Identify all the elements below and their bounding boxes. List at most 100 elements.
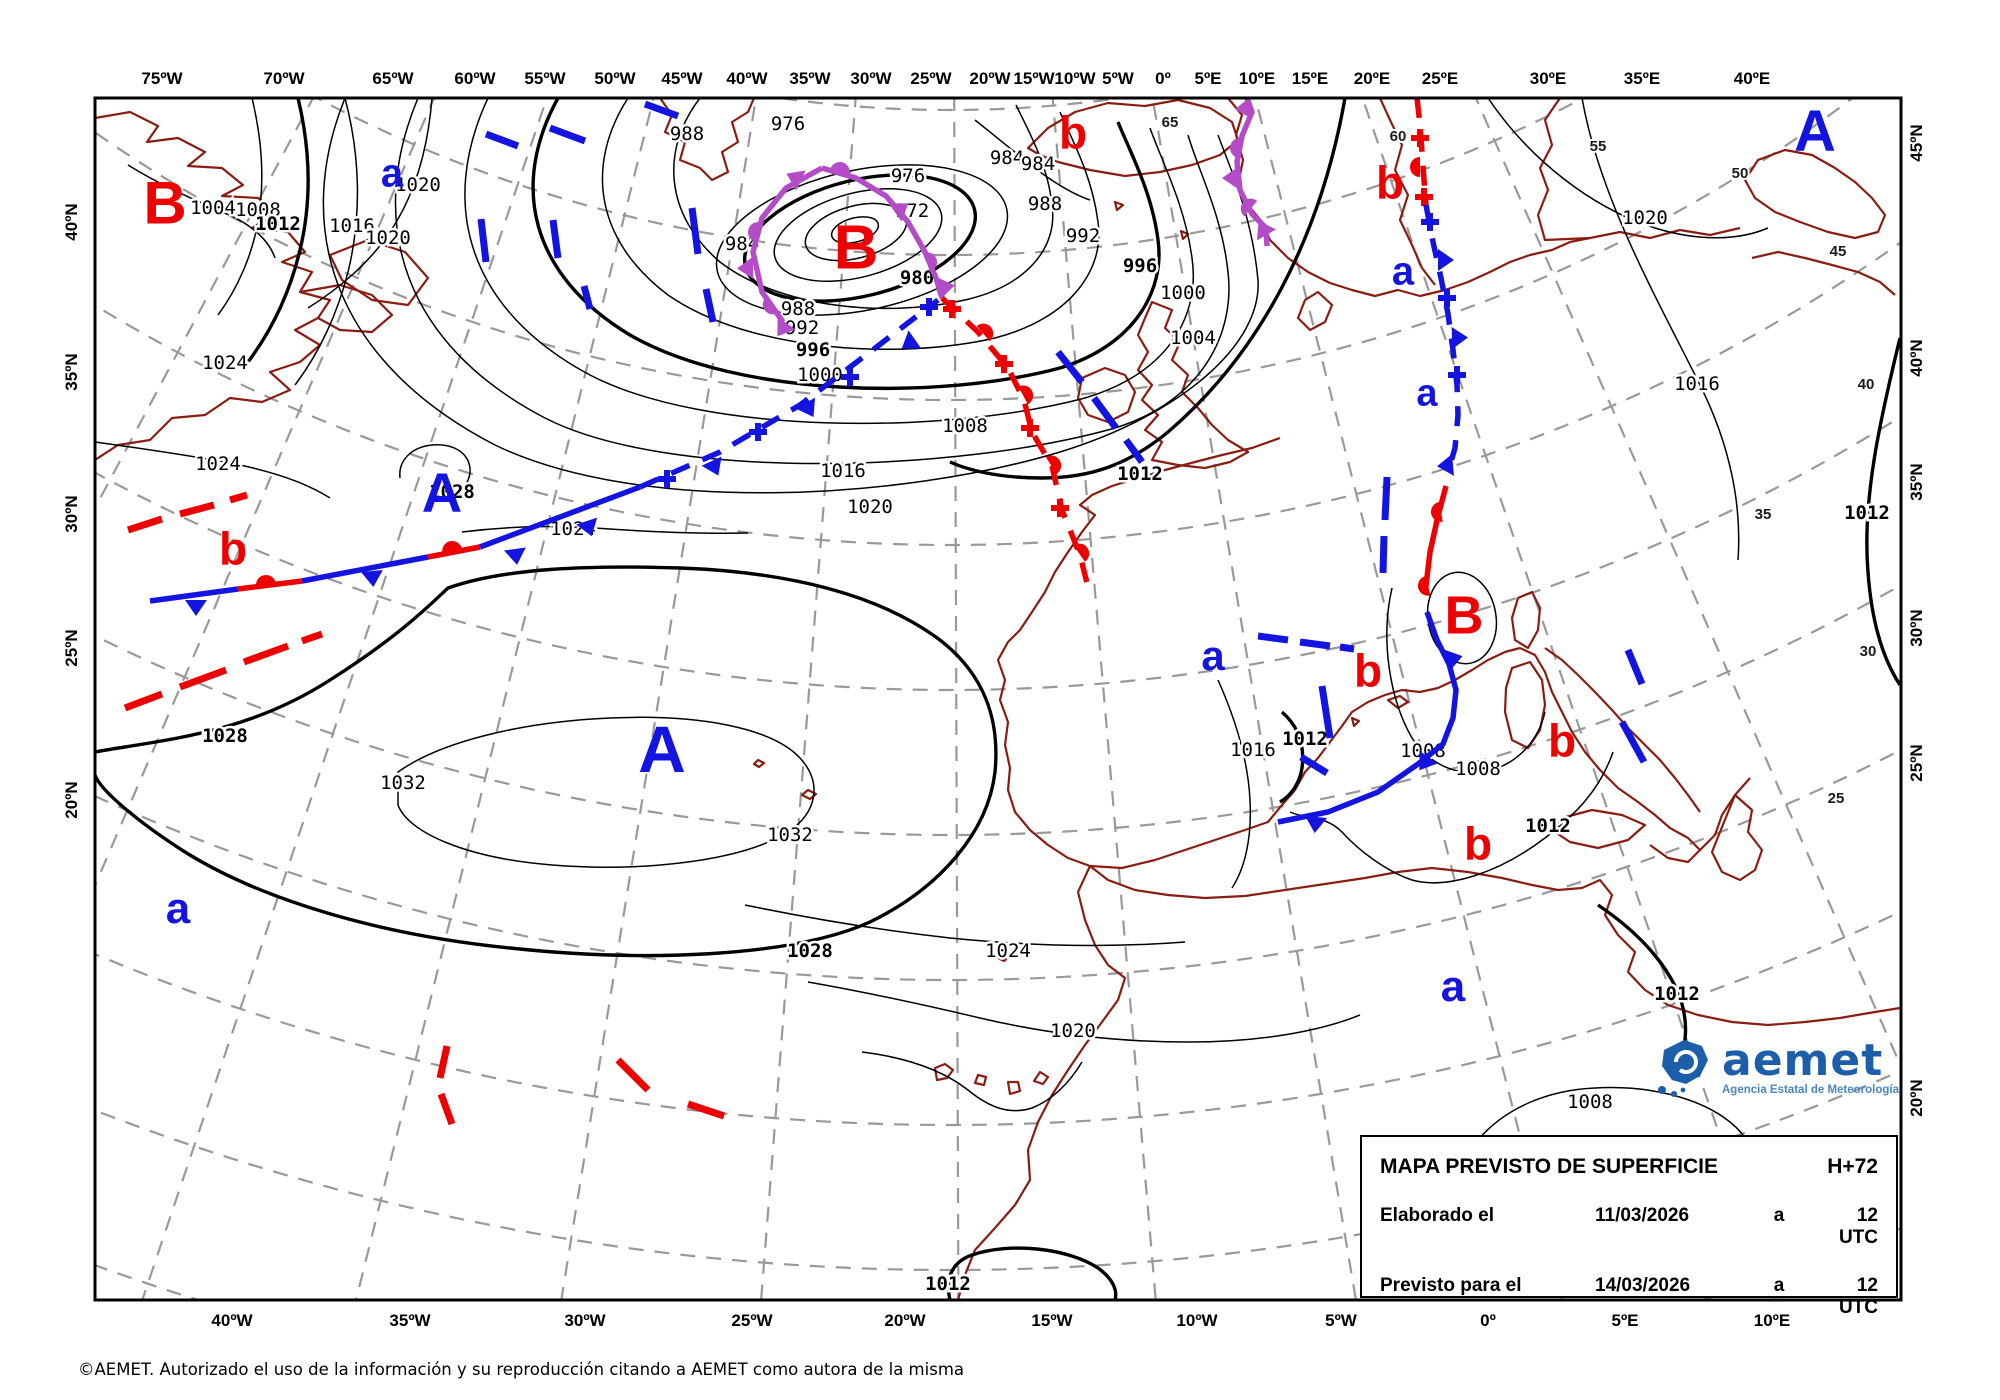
occluded-front-line (821, 165, 945, 299)
cold-front-frontolysis-central-europe (1421, 204, 1468, 476)
isobar (974, 119, 1091, 201)
top-axis-longitude-label: 10ºE (1239, 69, 1275, 88)
stationary-front-atlantic-cold-1 (149, 586, 239, 616)
copyright-text: ©AEMET. Autorizado el uso de la informac… (78, 1360, 964, 1379)
isobar (399, 444, 471, 495)
isobar (1289, 751, 1614, 884)
blue-trough-dash (477, 218, 490, 263)
coastline (1503, 660, 1547, 750)
warm-front-line (427, 544, 481, 560)
top-axis-longitude-label: 75ºW (141, 69, 183, 88)
isobar (127, 164, 276, 259)
isobar-value-label: 1012 (1654, 983, 1700, 1005)
coastline (328, 238, 430, 307)
graticule-meridian (1051, 98, 1157, 1300)
valid-date: 14/03/2026 (1595, 1275, 1691, 1296)
cold-front-triangle-icon (185, 600, 207, 616)
frontolysis-cross-icon (658, 470, 676, 488)
bottom-axis-longitude-label: 5ºW (1325, 1311, 1358, 1330)
low-pressure-center-b: b (1059, 107, 1087, 159)
coastline (1089, 646, 1521, 870)
isobar (744, 904, 1186, 947)
issued-date: 11/03/2026 (1595, 1205, 1690, 1226)
isobar (95, 441, 331, 499)
coastline (994, 950, 1013, 963)
cold-front-triangle-icon (1235, 98, 1252, 119)
blue-trough-dash (702, 288, 717, 323)
isobar-value-label: 1028 (787, 940, 833, 962)
bottom-axis-longitude-label: 10ºE (1754, 1311, 1790, 1330)
isobar-value-label: 988 (1028, 193, 1062, 215)
coastline (1550, 808, 1647, 850)
frontolysis-cross-icon (841, 368, 859, 386)
blue-trough-dash (688, 207, 702, 255)
cold-front-triangle-icon (888, 203, 909, 222)
isobar (397, 716, 815, 868)
isobar-value-label: 992 (785, 317, 819, 339)
map-title: MAPA PREVISTO DE SUPERFICIE (1380, 1155, 1718, 1178)
graticule-meridian (560, 98, 758, 1300)
red-trough-dash (126, 515, 164, 534)
cold-front-line (1277, 611, 1459, 825)
isobar-value-label: 1020 (365, 227, 411, 249)
blue-trough-dash (1055, 349, 1085, 385)
cold-front-triangle-icon (503, 547, 526, 565)
warm-front-line (1422, 485, 1449, 595)
isobar-value-label: 996 (796, 339, 830, 361)
isobar-value-label: 1020 (847, 496, 893, 518)
isobar (531, 98, 1161, 391)
cold-front-line (149, 586, 239, 604)
cold-front-western-mediterranean (1277, 611, 1463, 833)
blue-trough-dash (1257, 632, 1289, 644)
coastline (933, 1062, 955, 1082)
isobar-value-label: 1024 (985, 940, 1031, 962)
top-axis-longitude-label: 35ºE (1624, 69, 1660, 88)
graticule-parallel (95, 583, 1901, 836)
coastlines (95, 98, 1901, 1300)
red-trough-dash (178, 666, 228, 691)
top-axis-longitude-label: 25ºW (910, 69, 952, 88)
top-axis-longitude-label: 45ºW (661, 69, 703, 88)
isobar-value-label: 1016 (820, 460, 866, 482)
frontolysis-cross-icon (920, 298, 938, 316)
warm-front-semicircle-icon (748, 222, 759, 243)
coastline (1751, 250, 1896, 296)
isobar (1487, 98, 1769, 239)
isobar-value-label: 1000 (797, 364, 843, 386)
left-axis-latitude-label: 40ºN (62, 203, 81, 240)
isobar (830, 216, 880, 244)
top-axis-longitude-label: 5ºW (1102, 69, 1135, 88)
top-axis-longitude-label: 50ºW (594, 69, 636, 88)
red-trough-dash (229, 491, 248, 504)
cold-front-triangle-icon (1305, 816, 1328, 833)
cold-front-triangle-icon (1451, 327, 1468, 350)
left-axis-latitude-label: 30ºN (62, 495, 81, 532)
coastline (1378, 98, 1436, 286)
low-pressure-center-b: b (219, 523, 247, 575)
high-pressure-center-A: A (1794, 99, 1836, 164)
bottom-axis-longitude-label: 10ºW (1176, 1311, 1218, 1330)
coastline (1179, 229, 1190, 241)
isobar-value-label: 1004 (1170, 327, 1216, 349)
isobar-value-label: 1012 (1117, 463, 1163, 485)
coastline (1743, 148, 1887, 240)
blue-trough-dash (1091, 395, 1119, 431)
top-axis-longitude-label: 60ºW (454, 69, 496, 88)
isobar-value-label: 984 (990, 147, 1024, 169)
isobar-value-label: 1016 (329, 215, 375, 237)
isobar (217, 98, 263, 316)
isobar (601, 98, 1100, 351)
blue-trough-dash (1379, 535, 1388, 574)
coastline (1519, 647, 1702, 864)
cold-front-triangle-icon (1256, 221, 1277, 241)
isobar (294, 98, 359, 386)
isobar-value-label: 1016 (1230, 739, 1276, 761)
isobar-value-label: 1008 (235, 199, 281, 221)
red-trough-dash (179, 501, 215, 518)
isobar (1217, 679, 1252, 889)
high-pressure-center-a: a (1201, 632, 1225, 679)
cold-front-triangle-icon (360, 570, 383, 587)
